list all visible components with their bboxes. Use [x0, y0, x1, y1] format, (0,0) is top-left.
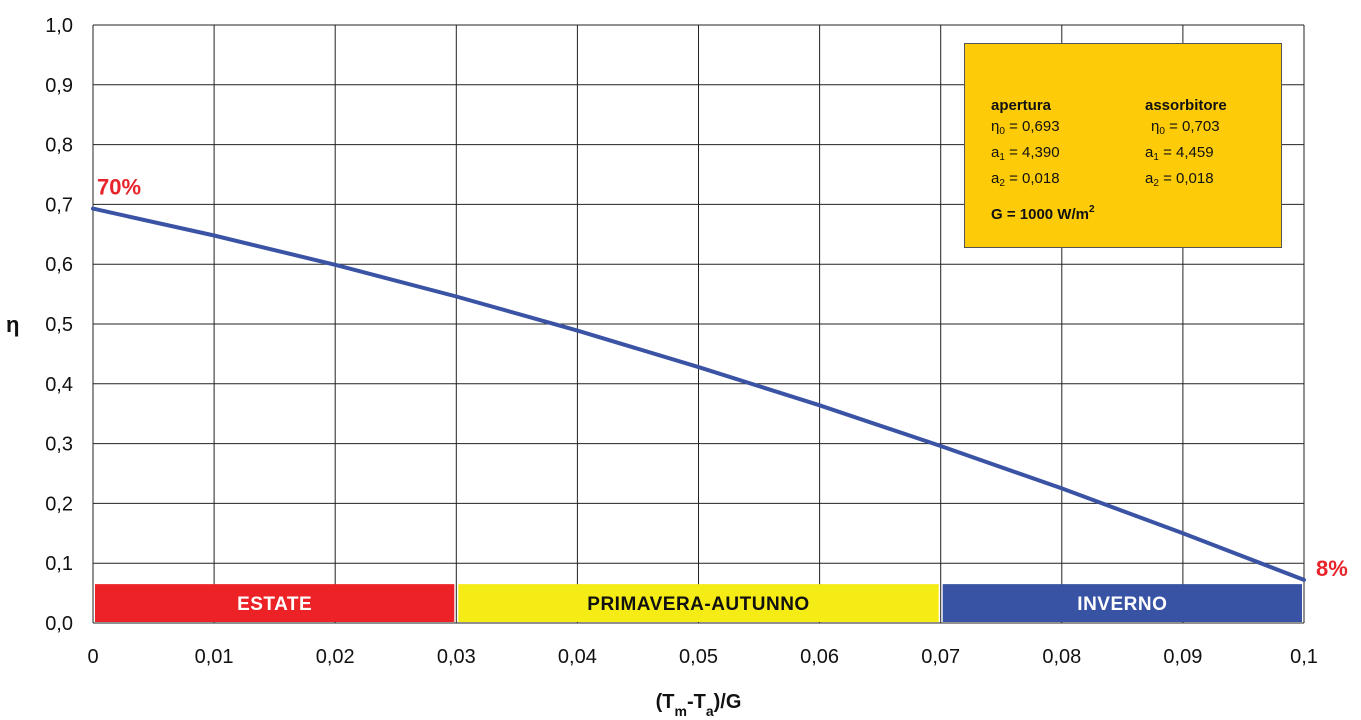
legend-header-apertura: apertura: [991, 97, 1052, 114]
value: = 0,703: [1164, 118, 1220, 135]
y-tick-label: 0,2: [45, 493, 73, 515]
x-axis-title-sub-m: m: [674, 703, 686, 719]
parameters-legend-box: apertura η0 = 0,693 a1 = 4,390 a2 = 0,01…: [964, 43, 1282, 248]
x-tick-label: 0,07: [921, 646, 960, 668]
x-tick-label: 0,09: [1163, 646, 1202, 668]
x-tick-label: 0,02: [316, 646, 355, 668]
annotation-end-percent: 8%: [1316, 556, 1348, 581]
value: = 0,018: [1004, 170, 1060, 187]
subscript: 1: [999, 152, 1005, 163]
subscript: 2: [999, 178, 1005, 189]
x-tick-label: 0: [87, 646, 98, 668]
subscript: 1: [1153, 152, 1159, 163]
symbol: a: [991, 170, 1000, 187]
y-tick-label: 0,9: [45, 75, 73, 97]
season-band-label: PRIMAVERA-AUTUNNO: [587, 594, 809, 615]
legend-eta0-apertura: η0 = 0,693: [991, 116, 1060, 142]
season-bands: ESTATE PRIMAVERA-AUTUNNO INVERNO: [95, 584, 1302, 622]
annotation-start-percent: 70%: [97, 175, 141, 200]
x-tick-label: 0,08: [1042, 646, 1081, 668]
subscript: 0: [1159, 126, 1165, 137]
irradiance-text: G = 1000 W/m: [991, 206, 1089, 223]
x-axis-title-part: (T: [656, 691, 675, 713]
legend-a1-apertura: a1 = 4,390: [991, 142, 1060, 168]
series-line-efficiency: [91, 206, 1306, 582]
legend-column-apertura: apertura η0 = 0,693 a1 = 4,390 a2 = 0,01…: [991, 96, 1060, 194]
value: = 4,459: [1158, 144, 1214, 161]
eta-symbol: η: [991, 118, 1000, 135]
season-band-primavera-autunno: [458, 584, 939, 622]
symbol: a: [1145, 144, 1154, 161]
season-band-label: ESTATE: [237, 594, 312, 615]
season-band-estate: [95, 584, 455, 622]
subscript: 2: [1153, 178, 1159, 189]
eta-symbol: η: [1151, 118, 1160, 135]
symbol: a: [1145, 170, 1154, 187]
season-band-inverno: [942, 584, 1302, 622]
x-tick-label: 0,06: [800, 646, 839, 668]
x-tick-label: 0,04: [558, 646, 597, 668]
season-band-label: INVERNO: [1077, 594, 1167, 615]
x-tick-label: 0,01: [195, 646, 234, 668]
value: = 0,693: [1004, 118, 1060, 135]
x-axis-title: (Tm-Ta)/G: [656, 691, 742, 719]
y-tick-labels: 0,0 0,1 0,2 0,3 0,4 0,5 0,6 0,7 0,8 0,9 1,0: [45, 15, 73, 635]
x-axis-title-part: )/G: [714, 691, 742, 713]
y-tick-label: 0,7: [45, 194, 73, 216]
y-tick-label: 0,5: [45, 314, 73, 336]
y-tick-label: 0,1: [45, 553, 73, 575]
y-tick-label: 0,3: [45, 434, 73, 456]
x-tick-label: 0,1: [1290, 646, 1318, 668]
x-tick-label: 0,03: [437, 646, 476, 668]
y-tick-label: 0,6: [45, 254, 73, 276]
legend-a2-apertura: a2 = 0,018: [991, 168, 1060, 194]
x-tick-labels: 0 0,01 0,02 0,03 0,04 0,05 0,06 0,07 0,08 0,09 0,1: [87, 646, 1317, 668]
y-tick-label: 0,4: [45, 374, 73, 396]
x-axis-title-sub-a: a: [706, 703, 714, 719]
y-tick-label: 0,8: [45, 135, 73, 157]
y-tick-label: 1,0: [45, 15, 73, 37]
symbol: a: [991, 144, 1000, 161]
value: = 0,018: [1158, 170, 1214, 187]
value: = 4,390: [1004, 144, 1060, 161]
x-axis-title-part: -T: [687, 691, 706, 713]
legend-a1-assorbitore: a1 = 4,459: [1145, 142, 1227, 168]
legend-column-assorbitore: assorbitore η0 = 0,703 a1 = 4,459 a2 = 0…: [1145, 96, 1227, 194]
legend-a2-assorbitore: a2 = 0,018: [1145, 168, 1227, 194]
legend-eta0-assorbitore: η0 = 0,703: [1145, 116, 1227, 142]
y-axis-title: η: [6, 312, 19, 337]
y-tick-label: 0,0: [45, 613, 73, 635]
superscript: 2: [1088, 204, 1095, 215]
legend-header-assorbitore: assorbitore: [1145, 97, 1227, 114]
legend-irradiance: G = 1000 W/m2: [991, 204, 1095, 223]
subscript: 0: [999, 126, 1005, 137]
x-tick-label: 0,05: [679, 646, 718, 668]
